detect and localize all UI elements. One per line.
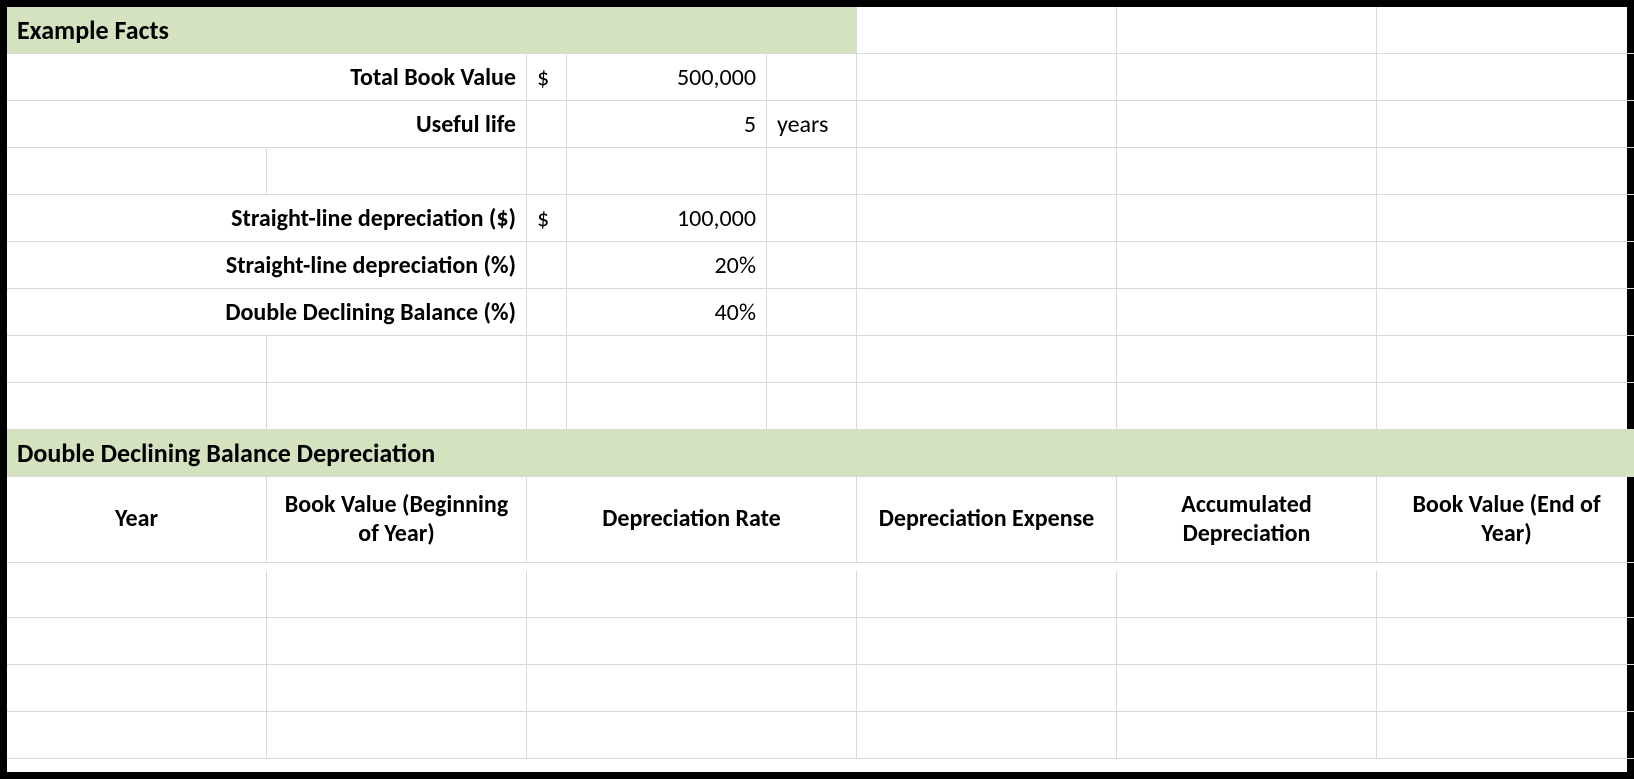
empty-cell[interactable] xyxy=(1377,195,1634,242)
empty-cell[interactable] xyxy=(1117,195,1377,242)
table-cell[interactable] xyxy=(267,571,527,618)
value-total-book-value[interactable]: 500,000 xyxy=(567,54,767,101)
empty-cell[interactable] xyxy=(7,148,267,195)
label-total-book-value: Total Book Value xyxy=(7,54,527,101)
col-header-year: Year xyxy=(7,477,267,563)
empty-cell[interactable] xyxy=(267,336,527,383)
table-cell[interactable] xyxy=(857,571,1117,618)
value-sl-percent[interactable]: 20% xyxy=(567,242,767,289)
table-cell[interactable] xyxy=(1117,712,1377,759)
table-cell[interactable] xyxy=(1377,665,1634,712)
table-cell[interactable] xyxy=(267,712,527,759)
currency-symbol: $ xyxy=(527,54,567,101)
empty-cell[interactable] xyxy=(527,101,567,148)
empty-cell[interactable] xyxy=(1377,101,1634,148)
empty-cell[interactable] xyxy=(7,383,267,430)
table-cell[interactable] xyxy=(857,618,1117,665)
table-cell[interactable] xyxy=(1117,618,1377,665)
empty-cell[interactable] xyxy=(1117,101,1377,148)
label-useful-life: Useful life xyxy=(7,101,527,148)
empty-cell[interactable] xyxy=(1377,289,1634,336)
col-header-bv-end: Book Value (End of Year) xyxy=(1377,477,1634,563)
empty-cell[interactable] xyxy=(857,242,1117,289)
empty-cell[interactable] xyxy=(767,336,857,383)
empty-cell[interactable] xyxy=(767,148,857,195)
spreadsheet[interactable]: Example Facts Total Book Value $ 500,000… xyxy=(0,0,1634,779)
table-cell[interactable] xyxy=(527,712,857,759)
table-cell[interactable] xyxy=(527,665,857,712)
empty-cell[interactable] xyxy=(7,336,267,383)
empty-cell[interactable] xyxy=(1377,54,1634,101)
empty-cell[interactable] xyxy=(267,148,527,195)
empty-cell[interactable] xyxy=(567,336,767,383)
label-sl-dollar: Straight-line depreciation ($) xyxy=(7,195,527,242)
label-ddb-percent: Double Declining Balance (%) xyxy=(7,289,527,336)
empty-cell[interactable] xyxy=(527,148,567,195)
table-cell[interactable] xyxy=(527,618,857,665)
section-header-facts: Example Facts xyxy=(7,7,857,54)
empty-cell[interactable] xyxy=(1377,148,1634,195)
table-cell[interactable] xyxy=(7,665,267,712)
table-cell[interactable] xyxy=(7,571,267,618)
empty-cell[interactable] xyxy=(857,101,1117,148)
empty-cell[interactable] xyxy=(1377,7,1634,54)
table-cell[interactable] xyxy=(7,712,267,759)
empty-cell[interactable] xyxy=(767,383,857,430)
table-cell[interactable] xyxy=(7,618,267,665)
empty-cell[interactable] xyxy=(857,336,1117,383)
table-cell[interactable] xyxy=(1377,571,1634,618)
value-sl-dollar[interactable]: 100,000 xyxy=(567,195,767,242)
empty-cell[interactable] xyxy=(267,383,527,430)
table-cell[interactable] xyxy=(267,618,527,665)
empty-cell[interactable] xyxy=(767,195,857,242)
table-cell[interactable] xyxy=(857,665,1117,712)
empty-cell[interactable] xyxy=(527,289,567,336)
empty-cell[interactable] xyxy=(857,289,1117,336)
empty-cell[interactable] xyxy=(1377,242,1634,289)
empty-cell[interactable] xyxy=(857,195,1117,242)
empty-cell[interactable] xyxy=(857,7,1117,54)
empty-cell[interactable] xyxy=(567,148,767,195)
table-cell[interactable] xyxy=(267,665,527,712)
empty-cell[interactable] xyxy=(527,336,567,383)
empty-cell[interactable] xyxy=(1117,54,1377,101)
empty-cell[interactable] xyxy=(1117,148,1377,195)
col-header-accum: Accumulated Depreciation xyxy=(1117,477,1377,563)
table-cell[interactable] xyxy=(1377,618,1634,665)
value-ddb-percent[interactable]: 40% xyxy=(567,289,767,336)
empty-cell[interactable] xyxy=(567,383,767,430)
currency-symbol: $ xyxy=(527,195,567,242)
value-useful-life[interactable]: 5 xyxy=(567,101,767,148)
empty-cell[interactable] xyxy=(767,54,857,101)
col-header-rate: Depreciation Rate xyxy=(527,477,857,563)
label-sl-percent: Straight-line depreciation (%) xyxy=(7,242,527,289)
empty-cell[interactable] xyxy=(1117,289,1377,336)
empty-cell[interactable] xyxy=(527,242,567,289)
table-cell[interactable] xyxy=(1117,571,1377,618)
empty-cell[interactable] xyxy=(1117,336,1377,383)
empty-cell[interactable] xyxy=(1377,383,1634,430)
col-header-expense: Depreciation Expense xyxy=(857,477,1117,563)
col-header-bv-begin: Book Value (Beginning of Year) xyxy=(267,477,527,563)
empty-cell[interactable] xyxy=(1377,336,1634,383)
empty-cell[interactable] xyxy=(767,242,857,289)
table-cell[interactable] xyxy=(857,712,1117,759)
empty-cell[interactable] xyxy=(767,289,857,336)
empty-cell[interactable] xyxy=(1117,383,1377,430)
empty-cell[interactable] xyxy=(527,383,567,430)
section-header-ddb: Double Declining Balance Depreciation xyxy=(7,430,1634,477)
table-cell[interactable] xyxy=(527,571,857,618)
empty-cell[interactable] xyxy=(857,54,1117,101)
empty-cell[interactable] xyxy=(1117,7,1377,54)
empty-cell[interactable] xyxy=(1117,242,1377,289)
table-cell[interactable] xyxy=(1117,665,1377,712)
table-cell[interactable] xyxy=(1377,712,1634,759)
empty-cell[interactable] xyxy=(857,383,1117,430)
empty-cell[interactable] xyxy=(857,148,1117,195)
unit-useful-life: years xyxy=(767,101,857,148)
